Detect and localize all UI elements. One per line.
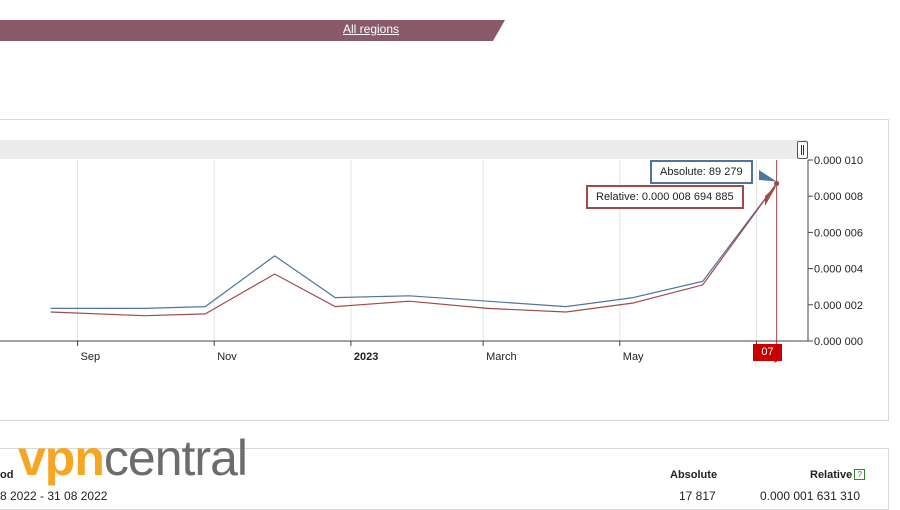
- tooltip-pointer: [759, 170, 777, 182]
- x-tick-label: March: [486, 351, 517, 363]
- tooltip-pointer: [765, 185, 777, 206]
- absolute-header: Absolute: [670, 469, 718, 481]
- relative-header-label: Relative: [810, 469, 853, 481]
- y-tick-label: 0.000 006: [814, 227, 863, 239]
- y-tick-label: 0.000 010: [814, 155, 863, 167]
- relative-series-line: [50, 183, 778, 317]
- help-icon[interactable]: ?: [854, 469, 866, 480]
- y-tick-label: 0.000 002: [814, 300, 863, 312]
- x-tick-label: Sep: [81, 351, 101, 363]
- relative-header: Relative?: [810, 469, 866, 481]
- region-bar: [0, 20, 505, 41]
- tooltip-absolute: Absolute: 89 279: [650, 160, 753, 184]
- period-header: od: [0, 469, 14, 481]
- vpncentral-logo: vpncentral: [18, 428, 248, 488]
- x-tick-label: May: [623, 351, 644, 363]
- x-tick-label: Nov: [217, 351, 237, 363]
- x-tick-label: 2023: [354, 351, 378, 363]
- y-tick-label: 0.000 004: [814, 264, 863, 276]
- y-tick-label: 0.000 008: [814, 191, 863, 203]
- chart-scroll-strip[interactable]: [0, 140, 808, 159]
- logo-central-text: central: [103, 430, 248, 486]
- hover-point: [774, 181, 780, 187]
- row-absolute: 17 817: [679, 489, 716, 503]
- logo-vpn-text: vpn: [18, 430, 105, 486]
- row-period: 8 2022 - 31 08 2022: [0, 489, 108, 503]
- y-tick-label: 0.000 000: [814, 336, 863, 348]
- tooltip-relative: Relative: 0.000 008 694 885: [586, 185, 744, 209]
- date-badge: 07: [753, 344, 782, 361]
- row-relative: 0.000 001 631 310: [760, 489, 861, 503]
- all-regions-link[interactable]: All regions: [343, 22, 400, 36]
- scroll-handle-icon[interactable]: [797, 141, 808, 159]
- absolute-series-line: [50, 183, 778, 309]
